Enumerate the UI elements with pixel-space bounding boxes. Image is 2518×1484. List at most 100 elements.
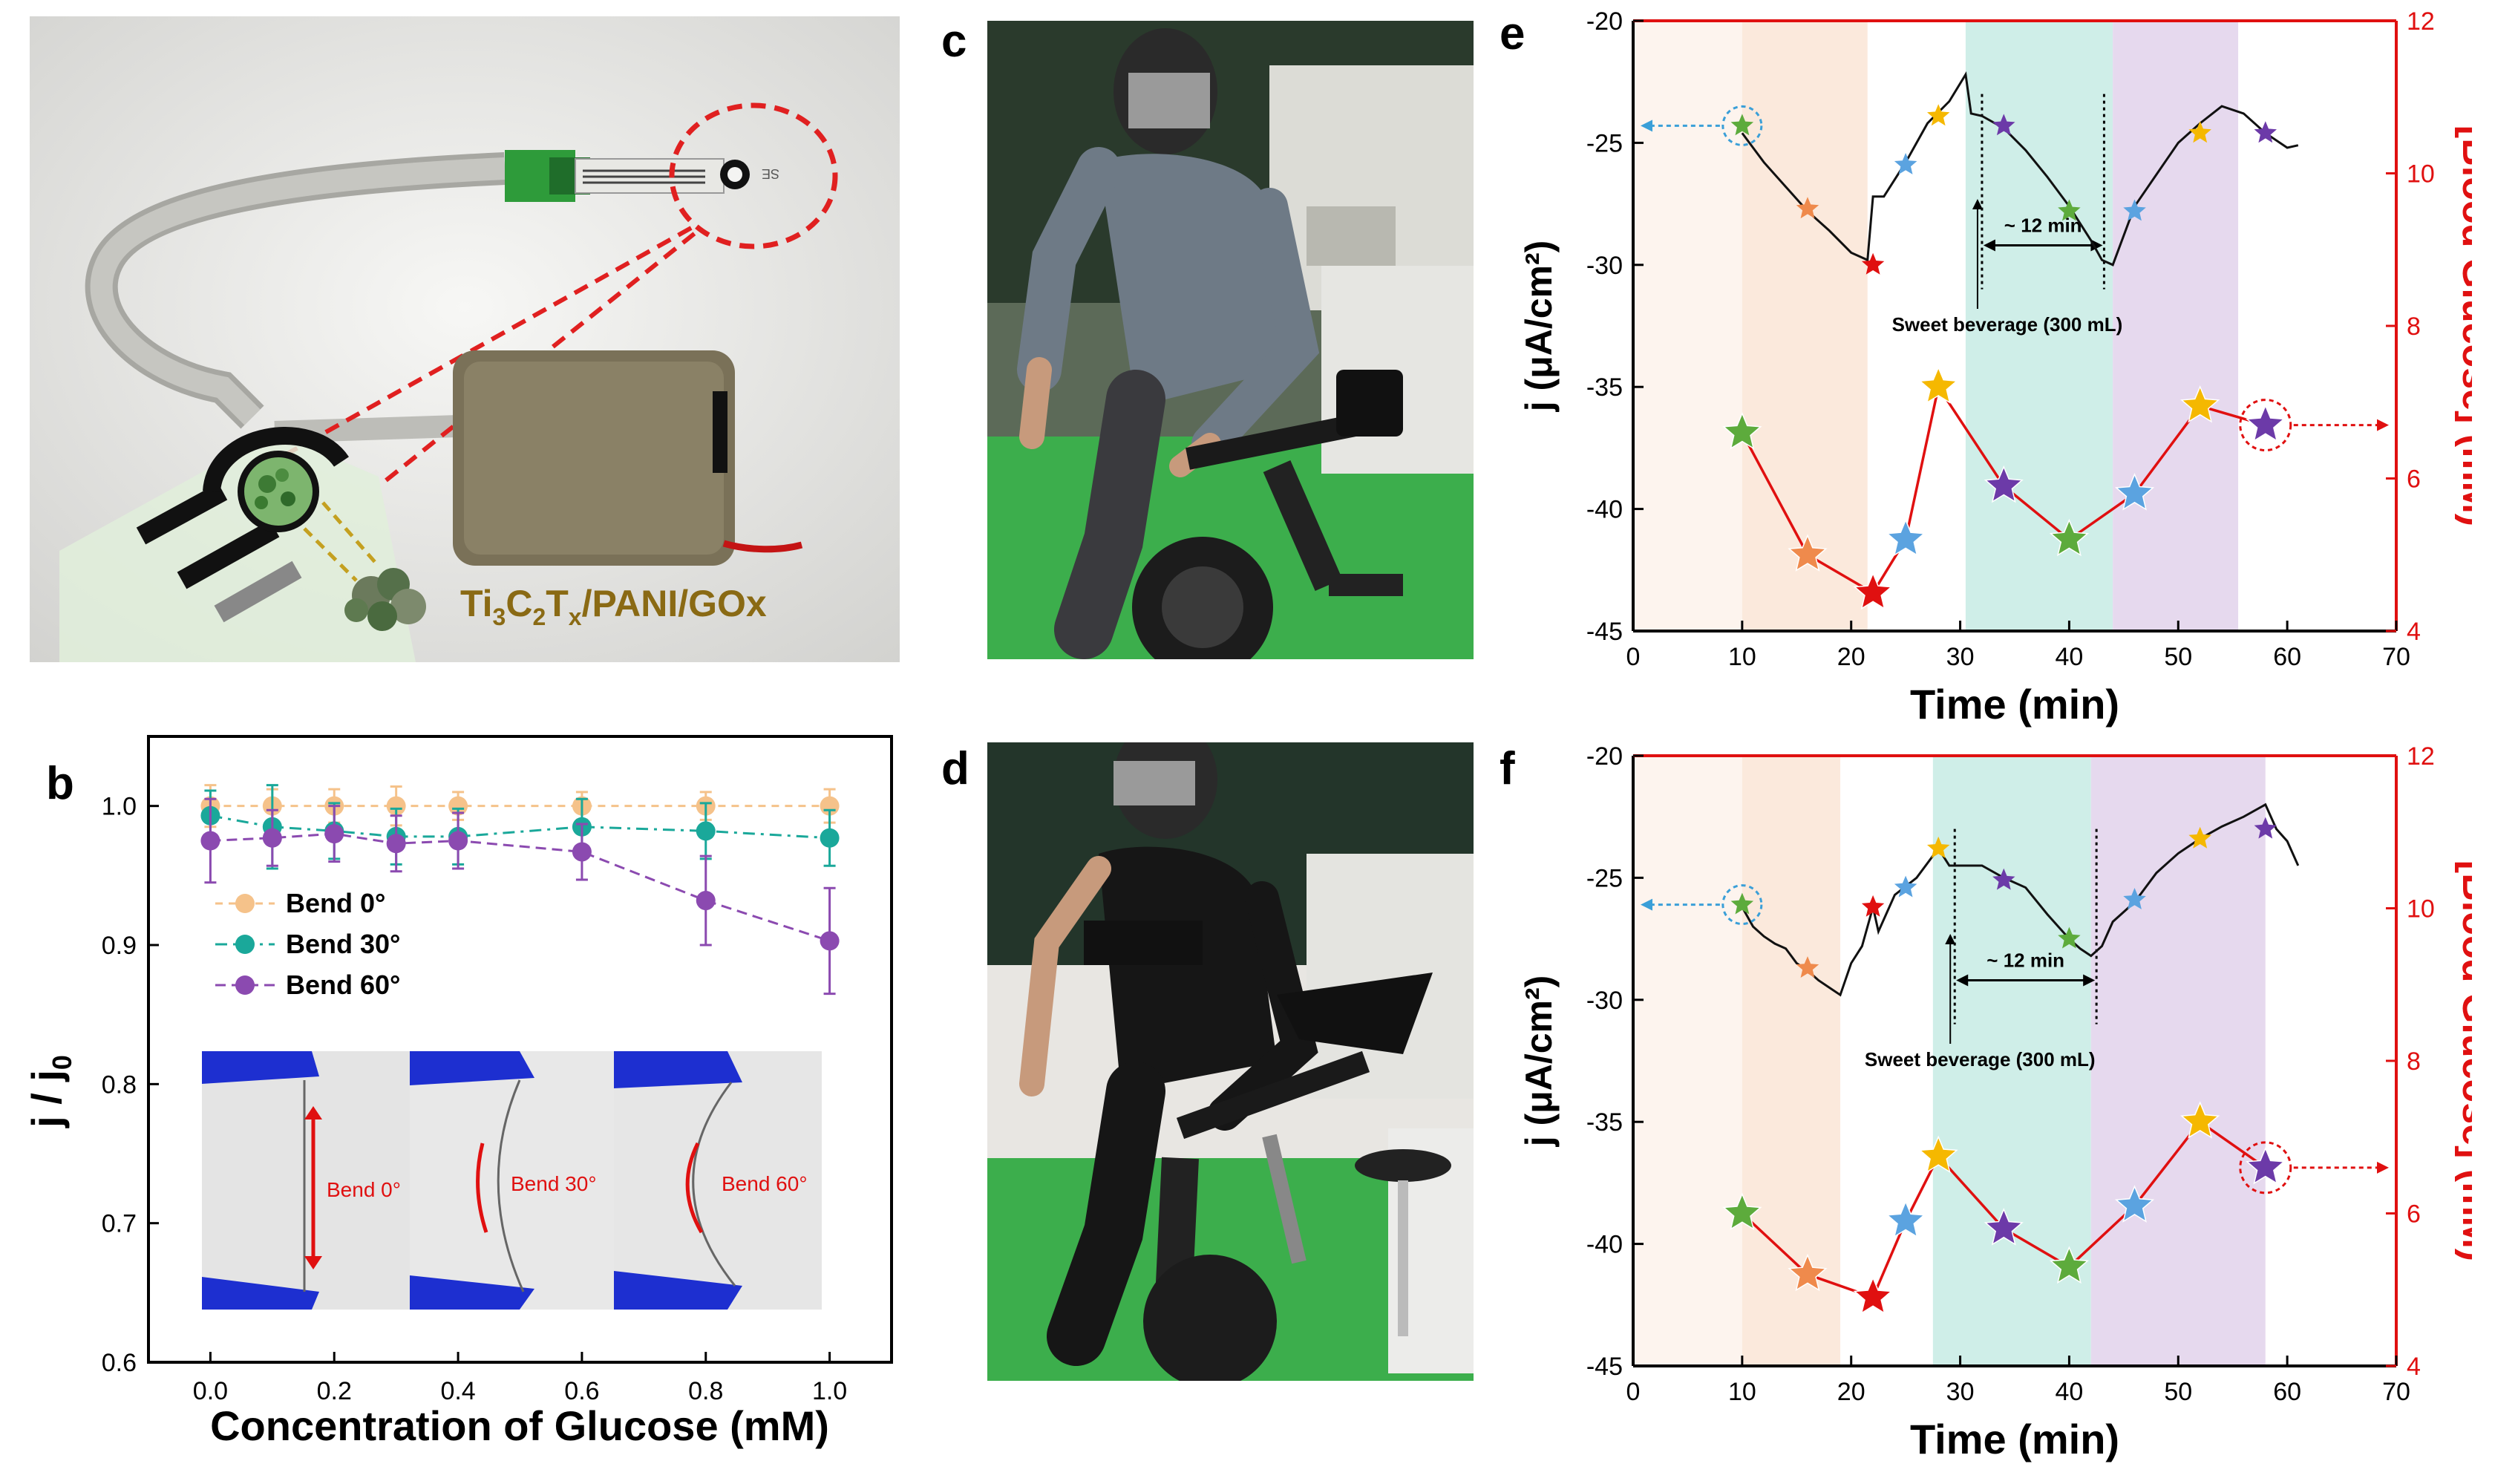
chart-b-point — [820, 828, 840, 848]
chart-b-point — [696, 821, 716, 841]
subject-photo-c — [987, 21, 1474, 659]
chart-f-xtick-label: 20 — [1837, 1378, 1865, 1406]
chart-b-xtick-label: 0.8 — [688, 1377, 723, 1405]
chart-e-glucose-star — [1984, 465, 2024, 503]
inset-label-bend0: Bend 0° — [327, 1178, 401, 1201]
chart-e-ytick-label: -30 — [1586, 252, 1623, 280]
chart-b-xtick-label: 0.6 — [564, 1377, 599, 1405]
chart-f-ytick-label: -25 — [1586, 864, 1623, 892]
chart-f-y2label: [Blood Glucose] (mM) — [2454, 860, 2472, 1261]
chart-f-glucose-line — [1741, 1119, 2266, 1299]
chart-f-interval-label: ~ 12 min — [1986, 949, 2064, 971]
panel-label-f: f — [1500, 743, 1515, 794]
chart-f-xtick-label: 30 — [1946, 1378, 1975, 1406]
chart-e-y2tick-label: 8 — [2407, 313, 2421, 341]
chart-b-ylabel: j / j0 — [23, 1055, 77, 1128]
chart-e-arrow-head — [1983, 239, 1995, 252]
chart-e-xtick-label: 40 — [2056, 643, 2084, 671]
chart-b-xtick-label: 0.2 — [317, 1377, 352, 1405]
inset-label-bend60: Bend 60° — [722, 1172, 808, 1195]
panel-label-b: b — [46, 758, 74, 809]
chart-e-phase-band — [2113, 21, 2239, 631]
chart-b-point — [386, 834, 406, 854]
chart-e-phase-band — [1742, 21, 1868, 631]
chart-e-interval-label: ~ 12 min — [2004, 214, 2082, 236]
chart-f-glucose-star — [1853, 1276, 1893, 1315]
chart-f-y2tick-label: 4 — [2407, 1353, 2421, 1381]
chart-b: Bend 0° Bend 30° Bend 60° 0.0 0.2 0.4 0.6 0.… — [23, 735, 893, 1449]
chart-e-right-pointer-circle — [2239, 399, 2292, 452]
chart-e-y2tick-label: 4 — [2407, 618, 2421, 646]
chart-e-ylabel: j (μA/cm²) — [1518, 241, 1560, 413]
chart-e-arrow-head — [2090, 239, 2103, 252]
chart-b-point — [572, 842, 592, 862]
chart-e-xtick-label: 60 — [2273, 643, 2301, 671]
chart-e-current-star — [2254, 121, 2277, 143]
chart-b-point — [448, 796, 468, 816]
chart-f-ytick-label: -30 — [1586, 987, 1623, 1015]
subject-photo-d — [987, 742, 1474, 1381]
panel-label-d: d — [941, 743, 969, 794]
chart-e-ytick-label: -45 — [1586, 618, 1623, 646]
chart-f-glucose-star — [1886, 1200, 1926, 1238]
chart-e-xtick-label: 0 — [1626, 643, 1641, 671]
chart-b-point — [386, 796, 406, 816]
chart-b-legend-marker — [235, 975, 255, 995]
chart-e-arrow-head — [2377, 419, 2389, 431]
chart-b-ytick-label: 0.6 — [102, 1349, 137, 1377]
chart-f-arrow-head — [1956, 974, 1969, 987]
chart-e-ytick-label: -35 — [1586, 373, 1623, 402]
chart-f-glucose-star — [2180, 1101, 2220, 1139]
chart-e-ytick-label: -20 — [1586, 7, 1623, 36]
chart-b-point — [262, 828, 282, 848]
chart-f-current-star — [2188, 826, 2211, 849]
chart-e-phase-band — [1633, 21, 1742, 631]
chart-e-current-star — [1894, 153, 1917, 174]
chart-e-arrow-head — [1641, 120, 1652, 132]
chart-f-current-star — [2254, 817, 2277, 839]
chart-f-glucose-star — [1788, 1253, 1828, 1292]
chart-f-glucose-star — [1918, 1135, 1958, 1174]
chart-e-glucose-star — [2114, 473, 2155, 511]
face-redaction — [1114, 761, 1195, 805]
chart-f-current-star — [1796, 956, 1819, 978]
chart-e-glucose-star — [2049, 518, 2090, 557]
chart-b-point — [820, 931, 840, 951]
chart-b-xtick-label: 0.4 — [440, 1377, 475, 1405]
chart-f-event-label: Sweet beverage (300 mL) — [1865, 1048, 2096, 1070]
chart-b-frame — [147, 735, 893, 1364]
chart-b-xlabel: Concentration of Glucose (mM) — [210, 1402, 829, 1449]
chart-f-ytick-label: -35 — [1586, 1108, 1623, 1137]
inset-label-bend30: Bend 30° — [511, 1172, 597, 1195]
chart-f-xtick-label: 40 — [2056, 1378, 2084, 1406]
chart-f-glucose-star — [2114, 1185, 2155, 1223]
chart-f-current-star — [1992, 868, 2015, 890]
chart-f-current-star — [2123, 888, 2146, 909]
chart-e-xlabel: Time (min) — [1910, 681, 2119, 728]
chart-f-phase-band — [2090, 756, 2266, 1366]
panel-label-e: e — [1500, 8, 1525, 59]
chart-e-glucose-star — [2246, 404, 2286, 442]
chart-f-phase-band — [1633, 756, 1742, 1366]
chart-b-xtick-label: 0.0 — [193, 1377, 228, 1405]
chart-f-current-star — [1861, 895, 1885, 917]
chart-f-xtick-label: 70 — [2382, 1378, 2410, 1406]
chart-f: 0 10 20 30 40 50 60 70 -45 -40 -35 -30 -25 -20 4 6 8 10 12… — [1518, 742, 2472, 1462]
chart-e-glucose-star — [1722, 411, 1762, 450]
chart-f-phase-band — [1742, 756, 1841, 1366]
chart-f-ytick-label: -20 — [1586, 742, 1623, 771]
chart-e-glucose-star — [2180, 385, 2220, 423]
face-redaction — [1128, 73, 1210, 128]
chart-f-arrow-head — [1945, 934, 1956, 945]
chart-f-xtick-label: 50 — [2164, 1378, 2192, 1406]
chart-e-phase-band — [1965, 21, 2113, 631]
sensor-photo: SE Ti3C2Tx/PANI/GOx — [30, 16, 900, 662]
chart-f-glucose-star — [2049, 1246, 2090, 1284]
chart-f-xtick-label: 0 — [1626, 1378, 1641, 1406]
chart-f-glucose-star — [2246, 1146, 2286, 1185]
chart-e-xtick-label: 30 — [1946, 643, 1975, 671]
chart-e-event-label: Sweet beverage (300 mL) — [1892, 313, 2123, 336]
chart-b-ytick-label: 0.8 — [102, 1070, 137, 1099]
chart-f-arrow-head — [2377, 1161, 2389, 1174]
electrode-se-text: SE — [762, 166, 779, 181]
